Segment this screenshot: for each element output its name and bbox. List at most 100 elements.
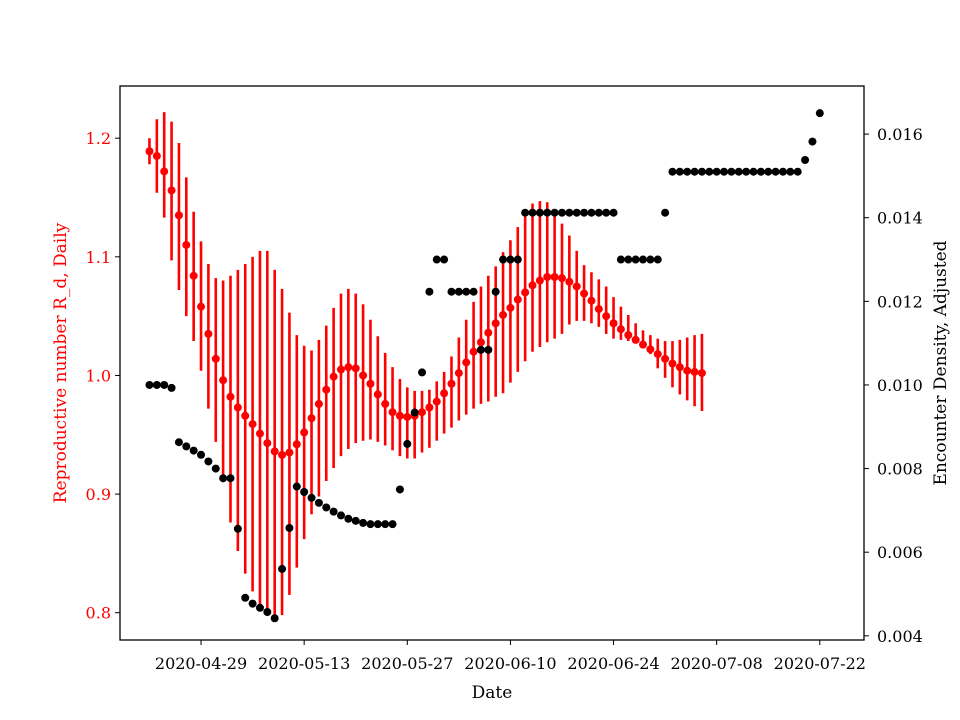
encounter-density-point: [661, 208, 670, 217]
x-tick-label: 2020-05-27: [361, 654, 453, 673]
y-axis-right-title: Encounter Density, Adjusted: [931, 240, 951, 485]
encounter-density-point: [764, 167, 773, 176]
r-daily-point: [263, 439, 272, 448]
y-left-tick-label: 1.0: [86, 366, 111, 385]
encounter-density-point: [226, 474, 235, 483]
encounter-density-point: [646, 255, 655, 264]
r-daily-point: [182, 240, 191, 249]
encounter-density-point: [160, 380, 169, 389]
r-daily-point: [233, 403, 242, 412]
r-daily-point: [440, 389, 449, 398]
r-daily-point: [425, 403, 434, 412]
encounter-density-point: [535, 208, 544, 217]
r-daily-point: [580, 289, 589, 298]
r-daily-point: [469, 347, 478, 356]
y-right-tick-label: 0.010: [877, 376, 923, 395]
r-daily-point: [535, 276, 544, 285]
encounter-density-point: [557, 208, 566, 217]
encounter-density-point: [543, 208, 552, 217]
encounter-density-point: [653, 255, 662, 264]
r-daily-point: [683, 366, 692, 375]
encounter-density-point: [189, 446, 198, 455]
encounter-density-point: [720, 167, 729, 176]
encounter-density-point: [697, 167, 706, 176]
y-axis-left: 0.8 0.9 1.0 1.1 1.2: [86, 129, 120, 623]
encounter-density-point: [801, 156, 810, 165]
encounter-density-point: [778, 167, 787, 176]
r-daily-point: [270, 447, 279, 456]
encounter-density-point: [410, 408, 419, 417]
encounter-density-point: [388, 520, 397, 529]
r-daily-point: [403, 412, 412, 421]
r-daily-point: [211, 354, 220, 363]
x-tick-label: 2020-04-29: [155, 654, 247, 673]
encounter-density-point: [734, 167, 743, 176]
encounter-density-point: [484, 345, 493, 354]
r-daily-point: [197, 302, 206, 311]
r-daily-point: [418, 408, 427, 417]
encounter-density-point: [469, 287, 478, 296]
encounter-density-point: [322, 503, 331, 512]
r-daily-point: [639, 340, 648, 349]
encounter-density-point: [432, 255, 441, 264]
encounter-density-point: [145, 380, 154, 389]
r-daily-point: [152, 151, 161, 160]
encounter-density-point: [152, 380, 161, 389]
encounter-density-point: [336, 511, 345, 520]
encounter-density-point: [565, 208, 574, 217]
x-tick-label: 2020-07-22: [774, 654, 866, 673]
x-tick-label: 2020-06-10: [464, 654, 556, 673]
encounter-density-point: [616, 255, 625, 264]
encounter-density-point: [174, 438, 183, 447]
encounter-density-point: [742, 167, 751, 176]
r-daily-point: [432, 397, 441, 406]
r-daily-point: [174, 211, 183, 220]
encounter-density-point: [329, 507, 338, 516]
r-daily-point: [543, 272, 552, 281]
r-daily-point: [557, 274, 566, 283]
encounter-density-point: [476, 345, 485, 354]
r-daily-point: [219, 376, 228, 385]
encounter-density-point: [639, 255, 648, 264]
x-tick-label: 2020-05-13: [258, 654, 350, 673]
y-right-tick-label: 0.006: [877, 543, 923, 562]
encounter-density-point: [454, 287, 463, 296]
encounter-density-point: [219, 474, 228, 483]
x-axis: 2020-04-29 2020-05-13 2020-05-27 2020-06-10…: [155, 640, 866, 673]
r-daily-point: [661, 354, 670, 363]
y-axis-left-title: Reproductive number R_d, Daily: [51, 222, 71, 503]
encounter-density-point: [683, 167, 692, 176]
encounter-density-point: [314, 498, 323, 507]
encounter-density-point: [749, 167, 758, 176]
encounter-density-point: [233, 524, 242, 533]
r-daily-point: [587, 296, 596, 305]
r-daily-point: [447, 379, 456, 388]
encounter-density-point: [513, 255, 522, 264]
encounter-density-point: [263, 607, 272, 616]
r-daily-point: [307, 414, 316, 423]
y-right-tick-label: 0.004: [877, 627, 923, 646]
r-daily-point: [602, 312, 611, 321]
encounter-density-point: [182, 442, 191, 451]
plot-frame: [119, 85, 865, 641]
r-daily-point: [204, 329, 213, 338]
y-right-tick-label: 0.016: [877, 125, 923, 144]
encounter-density-point: [491, 287, 500, 296]
encounter-density-point: [506, 255, 515, 264]
r-daily-point: [565, 277, 574, 286]
r-daily-point: [550, 272, 559, 281]
y-right-tick-label: 0.008: [877, 460, 923, 479]
encounter-density-point: [521, 208, 530, 217]
encounter-density-point: [499, 255, 508, 264]
encounter-density-point: [786, 167, 795, 176]
r-daily-point: [314, 399, 323, 408]
r-daily-point: [653, 350, 662, 359]
r-daily-point: [484, 328, 493, 337]
encounter-density-point: [727, 167, 736, 176]
r-daily-point: [255, 429, 264, 438]
r-daily-point: [690, 367, 699, 376]
encounter-density-series: [145, 109, 824, 623]
r-daily-point: [646, 345, 655, 354]
y-right-tick-label: 0.012: [877, 292, 923, 311]
r-daily-point: [322, 385, 331, 394]
